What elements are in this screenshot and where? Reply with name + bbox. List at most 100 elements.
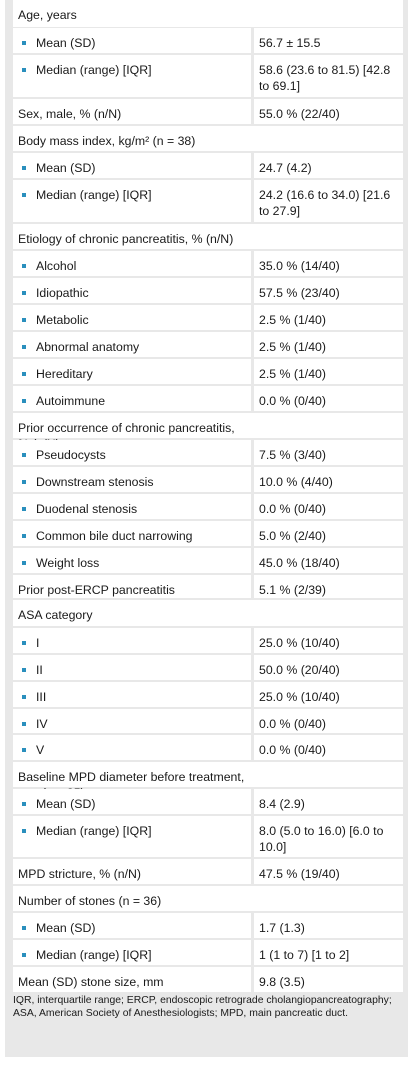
column-divider <box>251 305 254 330</box>
column-divider <box>251 359 254 384</box>
row-label: Idiopathic <box>13 278 248 301</box>
column-divider <box>251 99 254 124</box>
table-row: Alcohol 35.0 % (14/40) <box>13 251 403 276</box>
table-row: Duodenal stenosis 0.0 % (0/40) <box>13 494 403 519</box>
section-header-row: Baseline MPD diameter before treatment, … <box>13 762 403 800</box>
table-row: MPD stricture, % (n/N) 47.5 % (19/40) <box>13 859 403 884</box>
table-row: Pseudocysts 7.5 % (3/40) <box>13 440 403 465</box>
table-row: Mean (SD) 24.7 (4.2) <box>13 153 403 178</box>
column-divider <box>251 789 254 814</box>
row-label: Age, years <box>13 0 248 23</box>
row-value: 9.8 (3.5) <box>259 975 305 989</box>
row-label-text: Autoimmune <box>36 394 106 408</box>
row-label: Autoimmune <box>13 386 248 409</box>
column-divider <box>251 55 254 97</box>
row-label: Median (range) [IQR] <box>13 940 248 963</box>
table-row: Prior post-ERCP pancreatitis 5.1 % (2/39) <box>13 575 403 598</box>
row-label-text: V <box>36 743 45 757</box>
column-divider <box>251 967 254 992</box>
row-value: 1.7 (1.3) <box>259 921 305 935</box>
row-label: III <box>13 682 248 705</box>
bullet-icon <box>22 667 26 672</box>
table-row: Idiopathic 57.5 % (23/40) <box>13 278 403 303</box>
row-label: ASA category <box>13 600 248 623</box>
row-value: 58.6 (23.6 to 81.5) [42.8 to 69.1] <box>259 63 391 93</box>
row-label: V <box>13 735 248 758</box>
bullet-icon <box>22 506 26 511</box>
bullet-icon <box>22 398 26 403</box>
bullet-icon <box>22 721 26 726</box>
row-label-text: Median (range) [IQR] <box>36 948 152 962</box>
row-label-text: IV <box>36 717 48 731</box>
row-label: II <box>13 655 248 678</box>
bullet-icon <box>22 67 26 72</box>
column-divider <box>251 735 254 760</box>
row-value: 2.5 % (1/40) <box>259 367 326 381</box>
row-label-text: Abnormal anatomy <box>36 340 140 354</box>
row-value: 57.5 % (23/40) <box>259 286 340 300</box>
table-row: Mean (SD) stone size, mm 9.8 (3.5) <box>13 967 403 992</box>
row-label: Prior post-ERCP pancreatitis <box>13 575 248 598</box>
row-value: 2.5 % (1/40) <box>259 340 326 354</box>
row-value: 5.0 % (2/40) <box>259 529 326 543</box>
table-row: Mean (SD) 56.7 ± 15.5 <box>13 28 403 53</box>
row-value: 35.0 % (14/40) <box>259 259 340 273</box>
bullet-icon <box>22 640 26 645</box>
bullet-icon <box>22 828 26 833</box>
row-label: Median (range) [IQR] <box>13 180 248 203</box>
bullet-icon <box>22 263 26 268</box>
table-row: I 25.0 % (10/40) <box>13 628 403 653</box>
column-divider <box>251 628 254 653</box>
row-label-text: Prior post-ERCP pancreatitis <box>18 583 175 597</box>
bullet-icon <box>22 452 26 457</box>
bullet-icon <box>22 952 26 957</box>
column-divider <box>251 548 254 573</box>
column-divider <box>251 655 254 680</box>
row-value: 25.0 % (10/40) <box>259 690 340 704</box>
row-label: Median (range) [IQR] <box>13 816 248 839</box>
row-value: 24.7 (4.2) <box>259 161 312 175</box>
row-label-text: Mean (SD) <box>36 161 96 175</box>
row-label-text: Idiopathic <box>36 286 89 300</box>
row-label: Mean (SD) stone size, mm <box>13 967 248 990</box>
row-value: 47.5 % (19/40) <box>259 867 340 881</box>
row-label-text: II <box>36 663 43 677</box>
bullet-icon <box>22 925 26 930</box>
row-label-text: Pseudocysts <box>36 448 106 462</box>
column-divider <box>251 180 254 222</box>
bullet-icon <box>22 479 26 484</box>
table-row: Autoimmune 0.0 % (0/40) <box>13 386 403 411</box>
table-row: Median (range) [IQR] 8.0 (5.0 to 16.0) [6… <box>13 816 403 857</box>
row-label-text: Etiology of chronic pancreatitis, % (n/N… <box>18 232 234 246</box>
bullet-icon <box>22 371 26 376</box>
row-value: 0.0 % (0/40) <box>259 394 326 408</box>
column-divider <box>251 467 254 492</box>
row-label: IV <box>13 709 248 732</box>
table-row: Median (range) [IQR] 58.6 (23.6 to 81.5) … <box>13 55 403 97</box>
table-row: Weight loss 45.0 % (18/40) <box>13 548 403 573</box>
table-row: Hereditary 2.5 % (1/40) <box>13 359 403 384</box>
row-value: 8.4 (2.9) <box>259 797 305 811</box>
row-value: 5.1 % (2/39) <box>259 583 326 597</box>
bullet-icon <box>22 560 26 565</box>
row-label: Mean (SD) <box>13 153 248 176</box>
column-divider <box>251 682 254 707</box>
row-label-text: Mean (SD) <box>36 36 96 50</box>
row-value: 2.5 % (1/40) <box>259 313 326 327</box>
row-label-text: Downstream stenosis <box>36 475 154 489</box>
table-row: Mean (SD) 1.7 (1.3) <box>13 913 403 938</box>
column-divider <box>251 153 254 178</box>
row-label-text: ASA category <box>18 608 93 622</box>
table-row: V 0.0 % (0/40) <box>13 735 403 760</box>
bullet-icon <box>22 40 26 45</box>
row-label-text: Mean (SD) stone size, mm <box>18 975 164 989</box>
row-value: 56.7 ± 15.5 <box>259 36 321 50</box>
row-value: 45.0 % (18/40) <box>259 556 340 570</box>
row-label-text: Body mass index, kg/m² (n = 38) <box>18 134 196 148</box>
bullet-icon <box>22 533 26 538</box>
row-label: Pseudocysts <box>13 440 248 463</box>
column-divider <box>251 494 254 519</box>
row-label: Mean (SD) <box>13 28 248 51</box>
row-label: Number of stones (n = 36) <box>13 886 248 909</box>
row-label-text: Metabolic <box>36 313 89 327</box>
